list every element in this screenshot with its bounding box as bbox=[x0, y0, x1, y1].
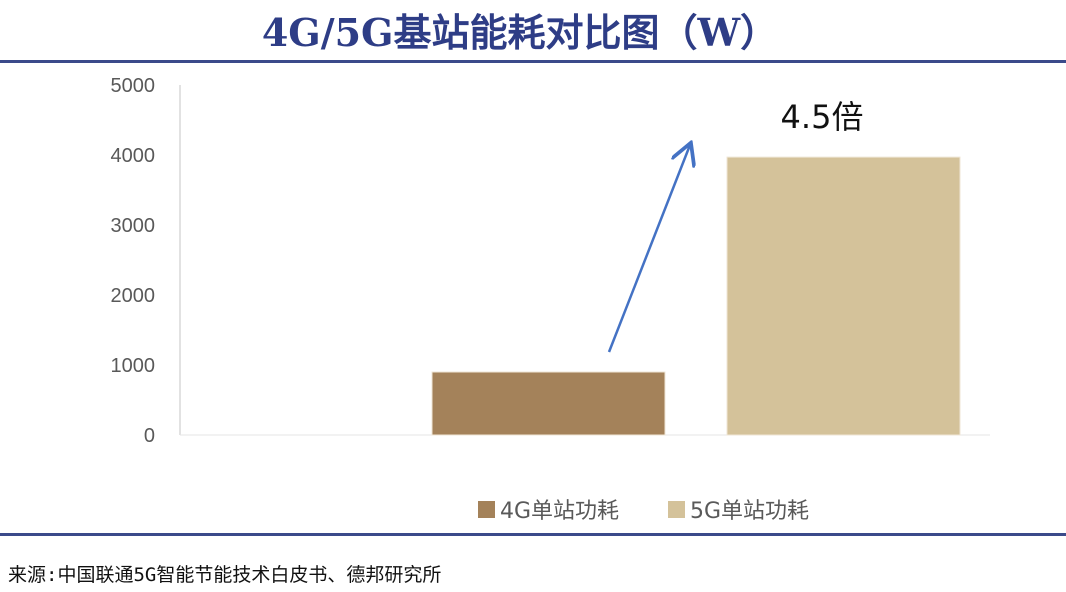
annotation-label: 4.5倍 bbox=[781, 98, 864, 136]
y-tick-label: 1000 bbox=[111, 355, 156, 377]
legend-label: 5G单站功耗 bbox=[690, 499, 809, 524]
page-title: 4G/5G基站能耗对比图（W） bbox=[261, 10, 779, 55]
bar-5g bbox=[726, 156, 961, 436]
growth-arrow bbox=[607, 145, 690, 353]
legend-label: 4G单站功耗 bbox=[500, 499, 619, 524]
y-tick-label: 0 bbox=[144, 425, 155, 447]
y-tick-label: 5000 bbox=[111, 75, 156, 97]
footer-divider bbox=[0, 533, 1066, 536]
title-divider bbox=[0, 60, 1066, 63]
legend-swatch bbox=[478, 501, 495, 518]
y-tick-label: 3000 bbox=[111, 215, 156, 237]
legend-swatch bbox=[668, 501, 685, 518]
source-note: 来源:中国联通5G智能节能技术白皮书、德邦研究所 bbox=[8, 564, 442, 586]
bar-4g bbox=[431, 371, 666, 436]
y-tick-label: 4000 bbox=[111, 145, 156, 167]
y-tick-label: 2000 bbox=[111, 285, 156, 307]
